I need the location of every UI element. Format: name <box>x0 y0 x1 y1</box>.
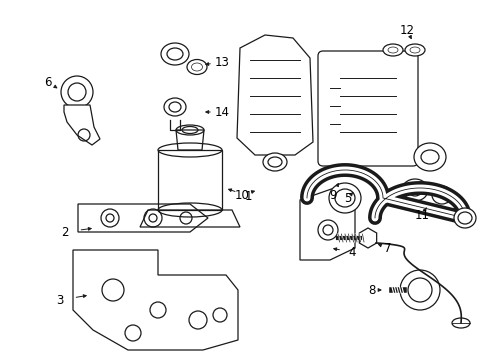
Circle shape <box>399 270 439 310</box>
Ellipse shape <box>186 59 206 75</box>
Text: 9: 9 <box>328 189 336 202</box>
Ellipse shape <box>163 98 185 116</box>
Text: 1: 1 <box>244 189 251 202</box>
Text: 14: 14 <box>214 105 229 118</box>
Text: 6: 6 <box>44 76 52 89</box>
Ellipse shape <box>382 44 402 56</box>
Text: 7: 7 <box>384 242 391 255</box>
Polygon shape <box>237 35 312 155</box>
Text: 11: 11 <box>414 208 428 221</box>
Text: 10: 10 <box>234 189 249 202</box>
FancyBboxPatch shape <box>317 51 417 166</box>
Text: 2: 2 <box>61 225 69 239</box>
Ellipse shape <box>401 179 427 201</box>
Ellipse shape <box>413 143 445 171</box>
Text: 12: 12 <box>399 23 414 36</box>
Circle shape <box>61 76 93 108</box>
Text: 3: 3 <box>56 293 63 306</box>
Polygon shape <box>359 228 376 248</box>
Ellipse shape <box>161 43 189 65</box>
Ellipse shape <box>404 44 424 56</box>
Text: 13: 13 <box>214 55 229 68</box>
Text: 5: 5 <box>344 192 351 204</box>
Ellipse shape <box>263 153 286 171</box>
Ellipse shape <box>451 318 469 328</box>
Polygon shape <box>64 105 100 145</box>
Text: 8: 8 <box>367 284 375 297</box>
Ellipse shape <box>328 183 360 213</box>
Ellipse shape <box>431 186 451 204</box>
Ellipse shape <box>453 208 475 228</box>
Text: 4: 4 <box>347 246 355 258</box>
